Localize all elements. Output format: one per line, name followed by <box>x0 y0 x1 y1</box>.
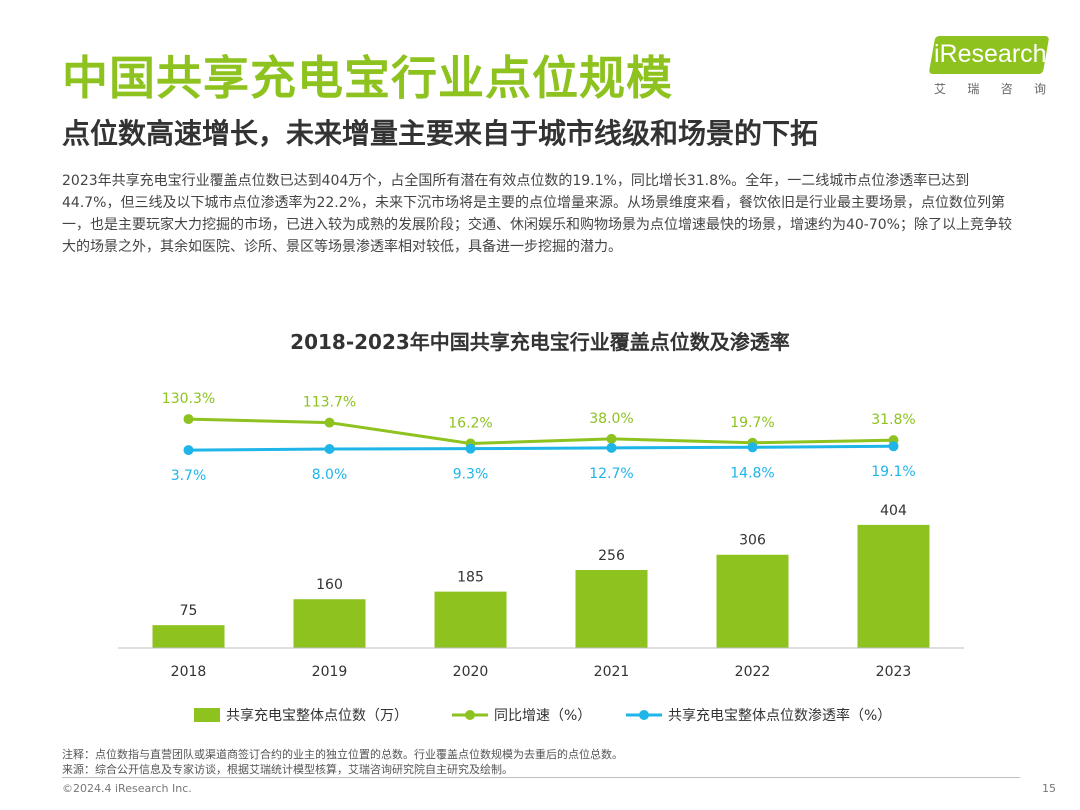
x-tick-label: 2018 <box>171 664 207 680</box>
penetration-data-label: 14.8% <box>730 465 774 481</box>
copyright: ©2024.4 iResearch Inc. <box>62 782 192 795</box>
growth-point <box>324 417 335 428</box>
penetration-data-label: 8.0% <box>312 467 348 483</box>
x-tick-label: 2021 <box>594 664 630 680</box>
bar-label: 160 <box>316 577 343 593</box>
x-tick-label: 2022 <box>735 664 771 680</box>
legend-penetration-label: 共享充电宝整体点位数渗透率（%） <box>668 707 891 724</box>
growth-data-label: 113.7% <box>303 395 356 411</box>
page-subtitle: 点位数高速增长，未来增量主要来自于城市线级和场景的下拓 <box>62 117 819 150</box>
logo-char: 询 <box>1033 82 1046 96</box>
penetration-point <box>888 441 899 452</box>
penetration-point <box>324 444 335 454</box>
legend-growth-label: 同比增速（%） <box>494 708 591 724</box>
legend-bar-swatch <box>194 708 220 722</box>
bar-2018 <box>152 625 225 648</box>
growth-data-label: 19.7% <box>730 415 774 431</box>
penetration-data-label: 19.1% <box>871 464 915 480</box>
x-tick-label: 2023 <box>876 664 912 680</box>
bar-label: 404 <box>880 503 907 519</box>
growth-point <box>606 433 617 444</box>
penetration-point <box>183 445 194 456</box>
penetration-point <box>465 443 476 454</box>
growth-data-label: 16.2% <box>448 416 492 432</box>
penetration-data-label: 9.3% <box>453 467 489 483</box>
growth-point <box>183 414 194 425</box>
legend-bar-label: 共享充电宝整体点位数（万） <box>226 707 408 724</box>
bar-label: 185 <box>457 570 484 586</box>
growth-data-label: 31.8% <box>871 412 915 428</box>
penetration-data-label: 3.7% <box>171 468 207 484</box>
chart-source: 来源：综合公开信息及专家访谈，根据艾瑞统计模型核算，艾瑞咨询研究院自主研究及绘制… <box>62 763 513 776</box>
bar-2020 <box>434 591 507 648</box>
logo-char: 艾 <box>934 82 947 96</box>
logo-subtitle: 艾 瑞 咨 询 <box>934 80 1046 97</box>
logo-char: 咨 <box>1000 82 1013 96</box>
legend-penetration-marker <box>639 710 649 720</box>
footer-divider <box>62 777 1020 778</box>
logo-char: 瑞 <box>967 82 980 96</box>
x-tick-label: 2019 <box>312 664 348 680</box>
page-number: 15 <box>1042 782 1056 795</box>
growth-data-label: 38.0% <box>589 411 633 427</box>
summary-paragraph: 2023年共享充电宝行业覆盖点位数已达到404万个，占全国所有潜在有效点位数的1… <box>62 173 1012 255</box>
growth-series-line <box>188 417 894 446</box>
x-tick-label: 2020 <box>453 664 489 680</box>
bar-2019 <box>293 599 366 648</box>
bar-2021 <box>575 569 648 648</box>
combo-chart: 75 160 185 256 306 404 2018 2019 2020 2021 2022 202… <box>118 391 964 724</box>
penetration-series-line <box>188 444 894 452</box>
growth-data-label: 130.3% <box>162 391 215 407</box>
legend-growth-marker <box>465 710 475 720</box>
chart-title: 2018-2023年中国共享充电宝行业覆盖点位数及渗透率 <box>290 330 790 354</box>
bar-label: 256 <box>598 548 625 564</box>
bar-label: 75 <box>180 603 198 619</box>
penetration-point <box>747 442 758 453</box>
penetration-data-label: 12.7% <box>589 466 633 482</box>
bar-2023 <box>857 524 930 648</box>
chart-note: 注释：点位数指与直营团队或渠道商签订合约的业主的独立位置的总数。行业覆盖点位数规… <box>62 748 623 761</box>
bar-2022 <box>716 554 789 648</box>
bar-label: 306 <box>739 533 766 549</box>
penetration-point <box>606 442 617 453</box>
page-title: 中国共享充电宝行业点位规模 <box>62 51 673 105</box>
logo-wordmark: iResearch <box>934 40 1047 68</box>
iresearch-logo: iResearch 艾 瑞 咨 询 <box>928 30 1050 100</box>
